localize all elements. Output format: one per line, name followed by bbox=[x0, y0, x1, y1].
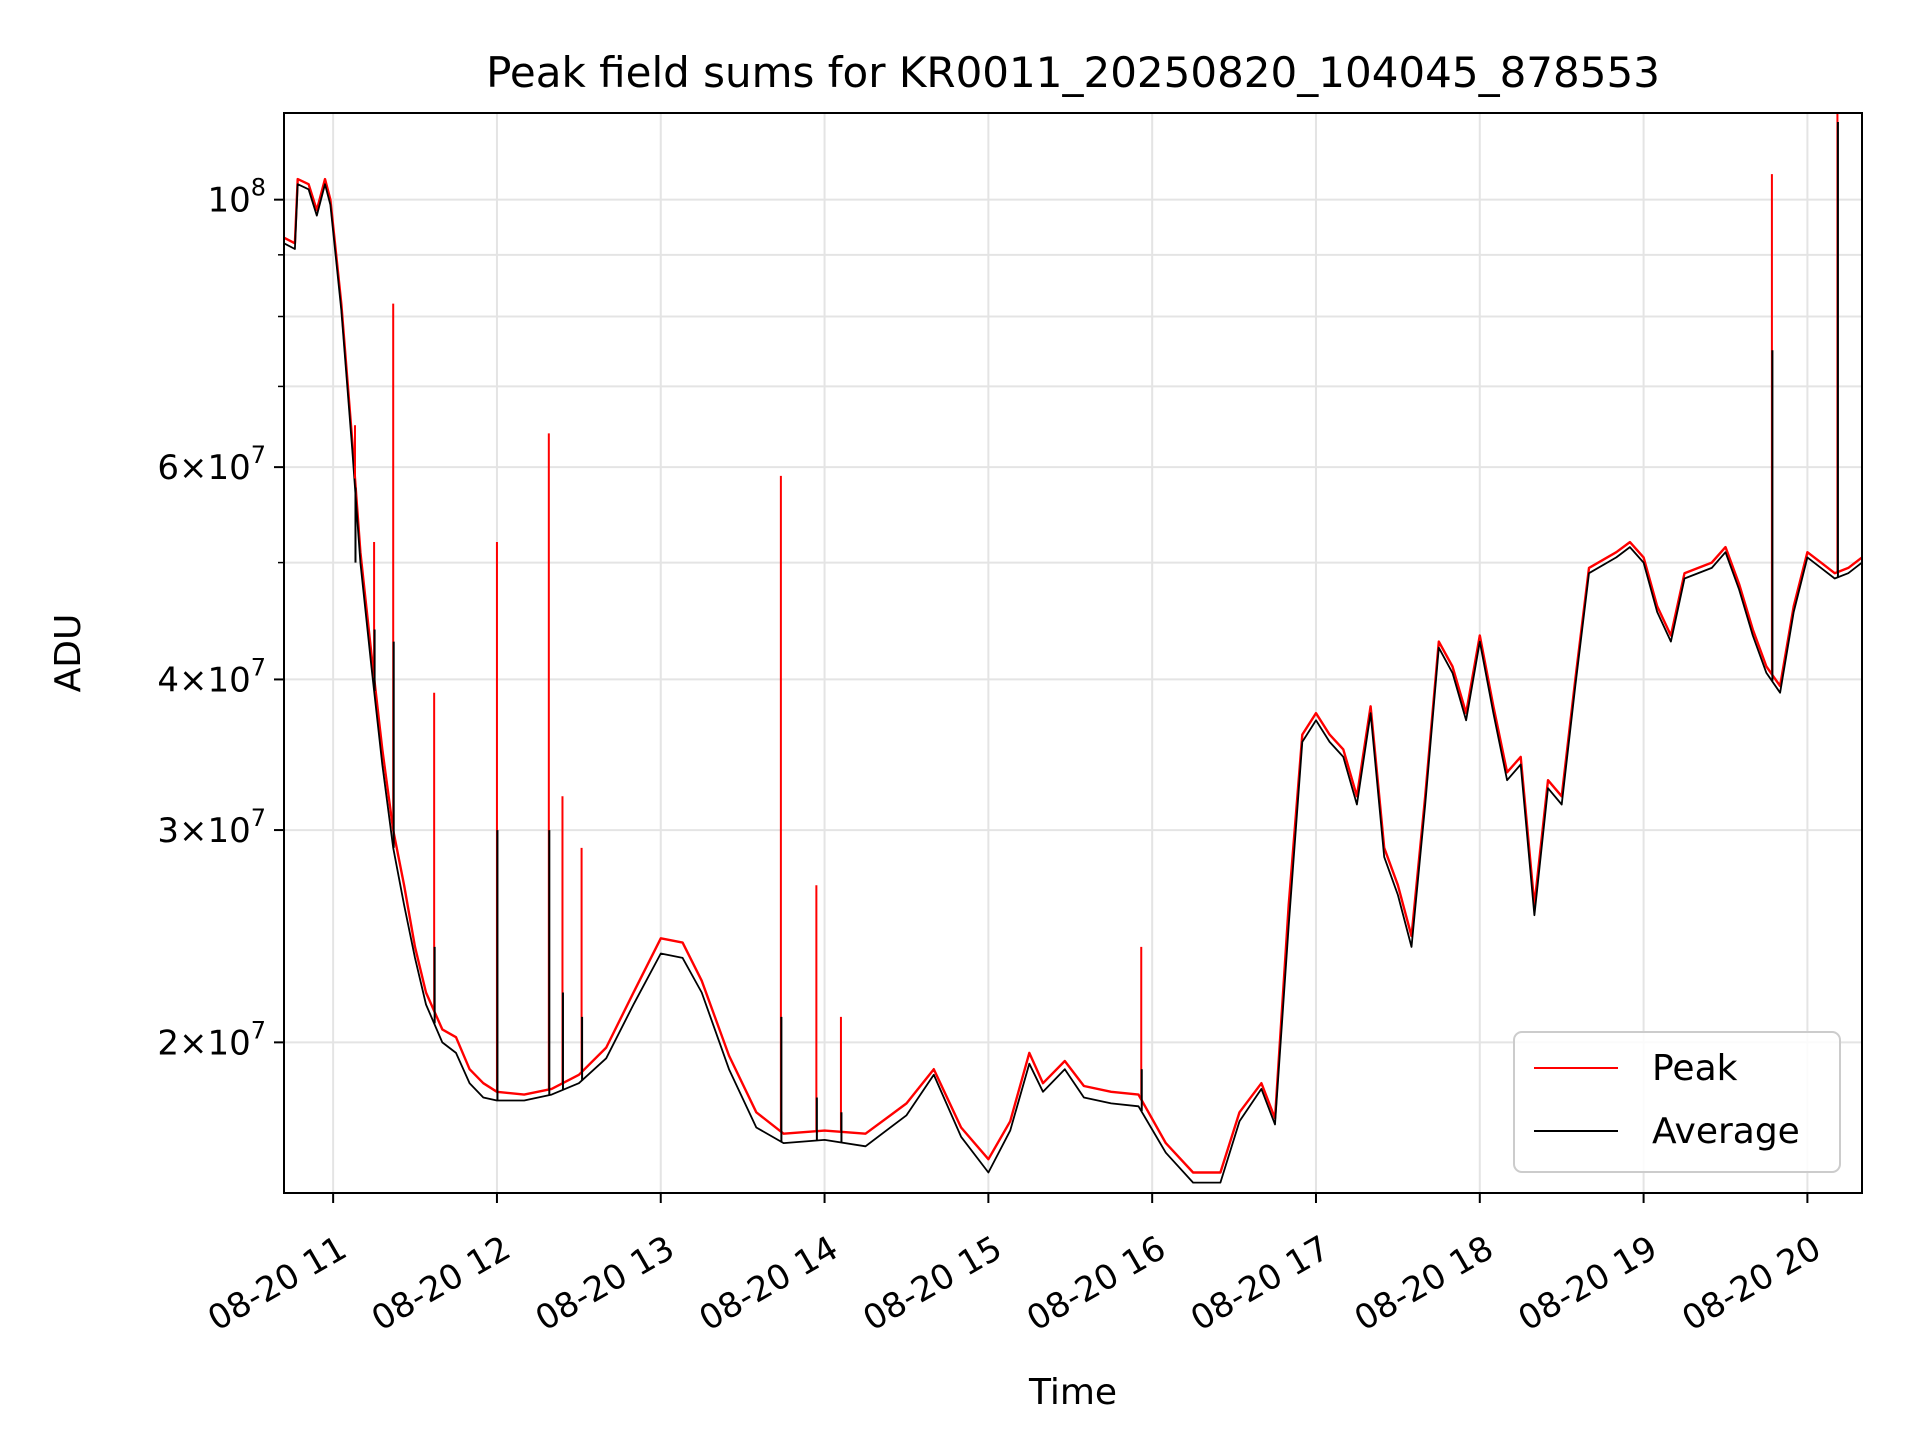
plot-frame bbox=[283, 112, 1863, 1194]
legend: Peak Average bbox=[1513, 1031, 1841, 1173]
series-line-peak bbox=[283, 177, 1863, 1174]
y-tick-label: 3×107 bbox=[157, 804, 266, 851]
y-axis-title: ADU bbox=[48, 614, 89, 693]
series-layer bbox=[283, 113, 1863, 1184]
y-tick-label: 2×107 bbox=[157, 1016, 266, 1063]
y-tick-label: 6×107 bbox=[157, 441, 266, 488]
chart-title: Peak field sums for KR0011_20250820_1040… bbox=[486, 48, 1660, 97]
legend-label-peak: Peak bbox=[1652, 1048, 1738, 1089]
legend-label-average: Average bbox=[1652, 1111, 1800, 1152]
series-line-average bbox=[283, 183, 1863, 1184]
x-axis-title: Time bbox=[1028, 1372, 1117, 1413]
grid-layer bbox=[284, 113, 1862, 1193]
y-tick-label: 108 bbox=[207, 174, 266, 221]
y-tick-label: 4×107 bbox=[157, 653, 266, 700]
